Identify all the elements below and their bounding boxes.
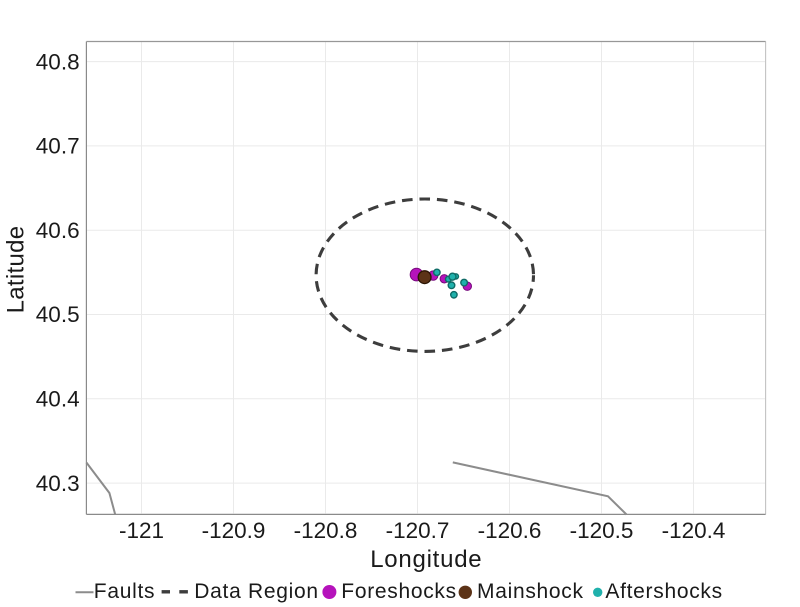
svg-text:Data Region: Data Region [194,580,318,603]
svg-text:-120.7: -120.7 [386,518,450,543]
svg-text:Faults: Faults [94,580,155,603]
svg-text:Mainshock: Mainshock [477,580,584,603]
svg-text:40.4: 40.4 [36,387,80,412]
svg-text:40.3: 40.3 [36,471,80,496]
svg-text:40.7: 40.7 [36,134,80,159]
svg-text:-120.8: -120.8 [294,518,358,543]
svg-text:-120.5: -120.5 [570,518,634,543]
svg-text:-120.9: -120.9 [202,518,266,543]
svg-text:-120.4: -120.4 [662,518,726,543]
svg-text:Longitude: Longitude [370,546,482,573]
svg-text:40.8: 40.8 [36,49,80,74]
svg-text:Aftershocks: Aftershocks [605,580,722,603]
svg-text:40.6: 40.6 [36,218,80,243]
svg-text:-121: -121 [119,518,164,543]
svg-text:Latitude: Latitude [3,226,30,314]
svg-text:-120.6: -120.6 [478,518,542,543]
svg-text:Foreshocks: Foreshocks [341,580,457,603]
svg-text:40.5: 40.5 [36,302,80,327]
